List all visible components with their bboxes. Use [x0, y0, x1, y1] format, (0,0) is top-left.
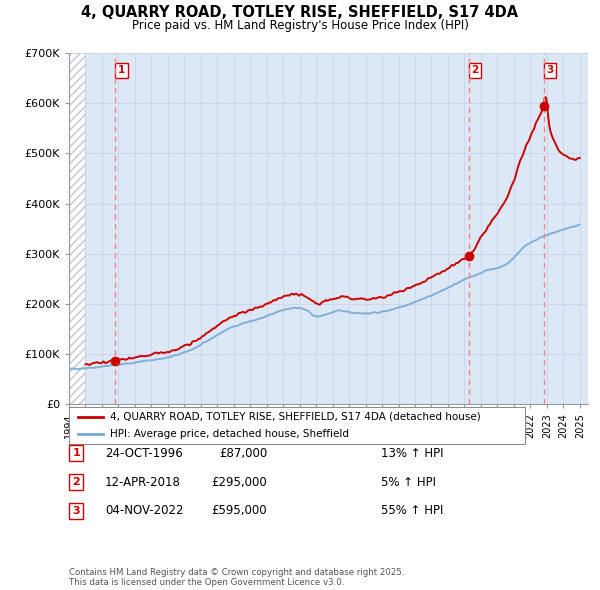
Text: 3: 3	[73, 506, 80, 516]
Text: 13% ↑ HPI: 13% ↑ HPI	[381, 447, 443, 460]
Text: 5% ↑ HPI: 5% ↑ HPI	[381, 476, 436, 489]
Text: £295,000: £295,000	[211, 476, 267, 489]
Bar	[69, 53, 85, 404]
Text: Price paid vs. HM Land Registry's House Price Index (HPI): Price paid vs. HM Land Registry's House …	[131, 19, 469, 32]
Text: Contains HM Land Registry data © Crown copyright and database right 2025.
This d: Contains HM Land Registry data © Crown c…	[69, 568, 404, 587]
Text: £595,000: £595,000	[211, 504, 267, 517]
Text: 4, QUARRY ROAD, TOTLEY RISE, SHEFFIELD, S17 4DA (detached house): 4, QUARRY ROAD, TOTLEY RISE, SHEFFIELD, …	[110, 412, 481, 422]
Text: 1: 1	[73, 448, 80, 458]
Text: 24-OCT-1996: 24-OCT-1996	[105, 447, 183, 460]
Text: 3: 3	[547, 65, 554, 76]
Text: 12-APR-2018: 12-APR-2018	[105, 476, 181, 489]
Text: 04-NOV-2022: 04-NOV-2022	[105, 504, 184, 517]
Text: 55% ↑ HPI: 55% ↑ HPI	[381, 504, 443, 517]
Text: 2: 2	[472, 65, 479, 76]
Text: 1: 1	[118, 65, 125, 76]
Text: 4, QUARRY ROAD, TOTLEY RISE, SHEFFIELD, S17 4DA: 4, QUARRY ROAD, TOTLEY RISE, SHEFFIELD, …	[82, 5, 518, 19]
Text: 2: 2	[73, 477, 80, 487]
Text: £87,000: £87,000	[219, 447, 267, 460]
Text: HPI: Average price, detached house, Sheffield: HPI: Average price, detached house, Shef…	[110, 429, 349, 439]
